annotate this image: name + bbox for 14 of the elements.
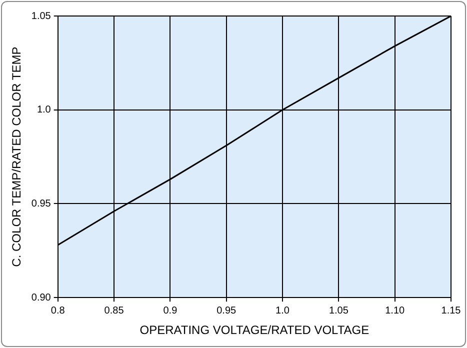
x-tick-label: 1.15	[441, 305, 462, 316]
x-tick-label: 1.0	[276, 305, 290, 316]
y-tick-label: 0.90	[31, 292, 52, 304]
x-tick-label: 1.05	[328, 305, 349, 316]
x-tick-label: 1.10	[385, 305, 406, 316]
y-tick-label: 0.95	[31, 198, 52, 210]
x-tick-label: 0.95	[216, 305, 237, 316]
x-tick-label: 0.8	[50, 305, 66, 316]
x-axis-title: OPERATING VOLTAGE/RATED VOLTAGE	[140, 323, 370, 338]
y-axis-title: C. COLOR TEMP/RATED COLOR TEMP	[10, 46, 24, 267]
y-tick-label: 1.05	[31, 10, 52, 22]
x-tick-label: 0.85	[104, 305, 124, 316]
y-tick-label: 1.0	[36, 104, 52, 116]
x-tick-label: 0.9	[163, 305, 178, 316]
